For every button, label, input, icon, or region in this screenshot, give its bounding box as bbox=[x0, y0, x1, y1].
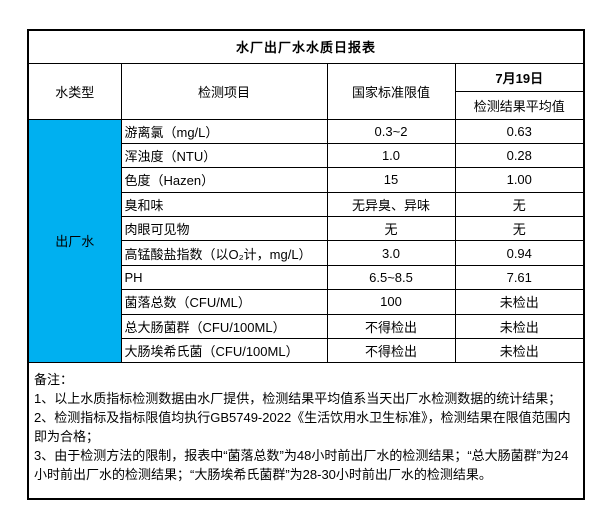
table-row: 高锰酸盐指数（以O₂计，mg/L） 3.0 0.94 bbox=[28, 240, 585, 266]
standard-limit-cell: 不得检出 bbox=[326, 338, 456, 364]
result-cell: 无 bbox=[454, 191, 585, 218]
column-header-date: 7月19日 bbox=[454, 62, 585, 92]
test-item-cell: 浑浊度（NTU） bbox=[120, 142, 328, 169]
result-cell: 7.61 bbox=[454, 264, 585, 291]
column-header-result-average: 检测结果平均值 bbox=[454, 90, 585, 120]
table-row: 肉眼可见物 无 无 bbox=[28, 216, 585, 242]
table-row: PH 6.5~8.5 7.61 bbox=[28, 264, 585, 291]
standard-limit-cell: 15 bbox=[326, 167, 456, 193]
standard-limit-cell: 无 bbox=[326, 216, 456, 242]
test-item-cell: 总大肠菌群（CFU/100ML） bbox=[120, 313, 328, 340]
note-line-3: 3、由于检测方法的限制，报表中“菌落总数”为48小时前出厂水的检测结果；“总大肠… bbox=[34, 448, 569, 483]
test-item-cell: PH bbox=[120, 264, 328, 291]
result-cell: 未检出 bbox=[454, 313, 585, 340]
column-header-standard-limit: 国家标准限值 bbox=[326, 62, 456, 120]
test-item-cell: 菌落总数（CFU/ML） bbox=[120, 289, 328, 315]
standard-limit-cell: 6.5~8.5 bbox=[326, 264, 456, 291]
table-row: 菌落总数（CFU/ML） 100 未检出 bbox=[28, 289, 585, 315]
result-cell: 0.94 bbox=[454, 240, 585, 266]
result-cell: 1.00 bbox=[454, 167, 585, 193]
note-line-2: 2、检测指标及指标限值均执行GB5749-2022《生活饮用水卫生标准》，检测结… bbox=[34, 410, 571, 445]
report-title: 水厂出厂水水质日报表 bbox=[27, 29, 585, 64]
result-cell: 0.28 bbox=[454, 142, 585, 169]
note-line-1: 1、以上水质指标检测数据由水厂提供，检测结果平均值系当天出厂水检测数据的统计结果… bbox=[34, 391, 562, 407]
result-cell: 未检出 bbox=[454, 289, 585, 315]
standard-limit-cell: 无异臭、异味 bbox=[326, 191, 456, 218]
result-cell: 0.63 bbox=[454, 118, 585, 144]
notes-section: 备注： 1、以上水质指标检测数据由水厂提供，检测结果平均值系当天出厂水检测数据的… bbox=[27, 362, 585, 500]
table-row: 臭和味 无异臭、异味 无 bbox=[28, 191, 585, 218]
standard-limit-cell: 3.0 bbox=[326, 240, 456, 266]
notes-label: 备注： bbox=[34, 372, 74, 388]
standard-limit-cell: 1.0 bbox=[326, 142, 456, 169]
test-item-cell: 大肠埃希氏菌（CFU/100ML） bbox=[120, 338, 328, 364]
table-row: 浑浊度（NTU） 1.0 0.28 bbox=[28, 142, 585, 169]
table-row: 出厂水 游离氯（mg/L） 0.3~2 0.63 bbox=[27, 118, 585, 364]
standard-limit-cell: 不得检出 bbox=[326, 313, 456, 340]
water-quality-report-table: 水厂出厂水水质日报表 水类型 检测项目 国家标准限值 7月19日 检测结果平均值… bbox=[27, 29, 586, 500]
standard-limit-cell: 0.3~2 bbox=[326, 118, 456, 144]
test-item-cell: 臭和味 bbox=[120, 191, 328, 218]
test-item-cell: 肉眼可见物 bbox=[120, 216, 328, 242]
table-row: 总大肠菌群（CFU/100ML） 不得检出 未检出 bbox=[28, 313, 585, 340]
test-item-cell: 高锰酸盐指数（以O₂计，mg/L） bbox=[120, 240, 328, 266]
test-item-cell: 色度（Hazen） bbox=[120, 167, 328, 193]
test-item-cell: 游离氯（mg/L） bbox=[120, 118, 328, 144]
water-type-merged-cell: 出厂水 bbox=[27, 118, 122, 364]
column-header-test-item: 检测项目 bbox=[120, 62, 328, 120]
table-row: 色度（Hazen） 15 1.00 bbox=[28, 167, 585, 193]
result-cell: 无 bbox=[454, 216, 585, 242]
table-row: 大肠埃希氏菌（CFU/100ML） 不得检出 未检出 bbox=[28, 338, 585, 364]
result-cell: 未检出 bbox=[454, 338, 585, 364]
standard-limit-cell: 100 bbox=[326, 289, 456, 315]
column-header-water-type: 水类型 bbox=[27, 62, 122, 120]
